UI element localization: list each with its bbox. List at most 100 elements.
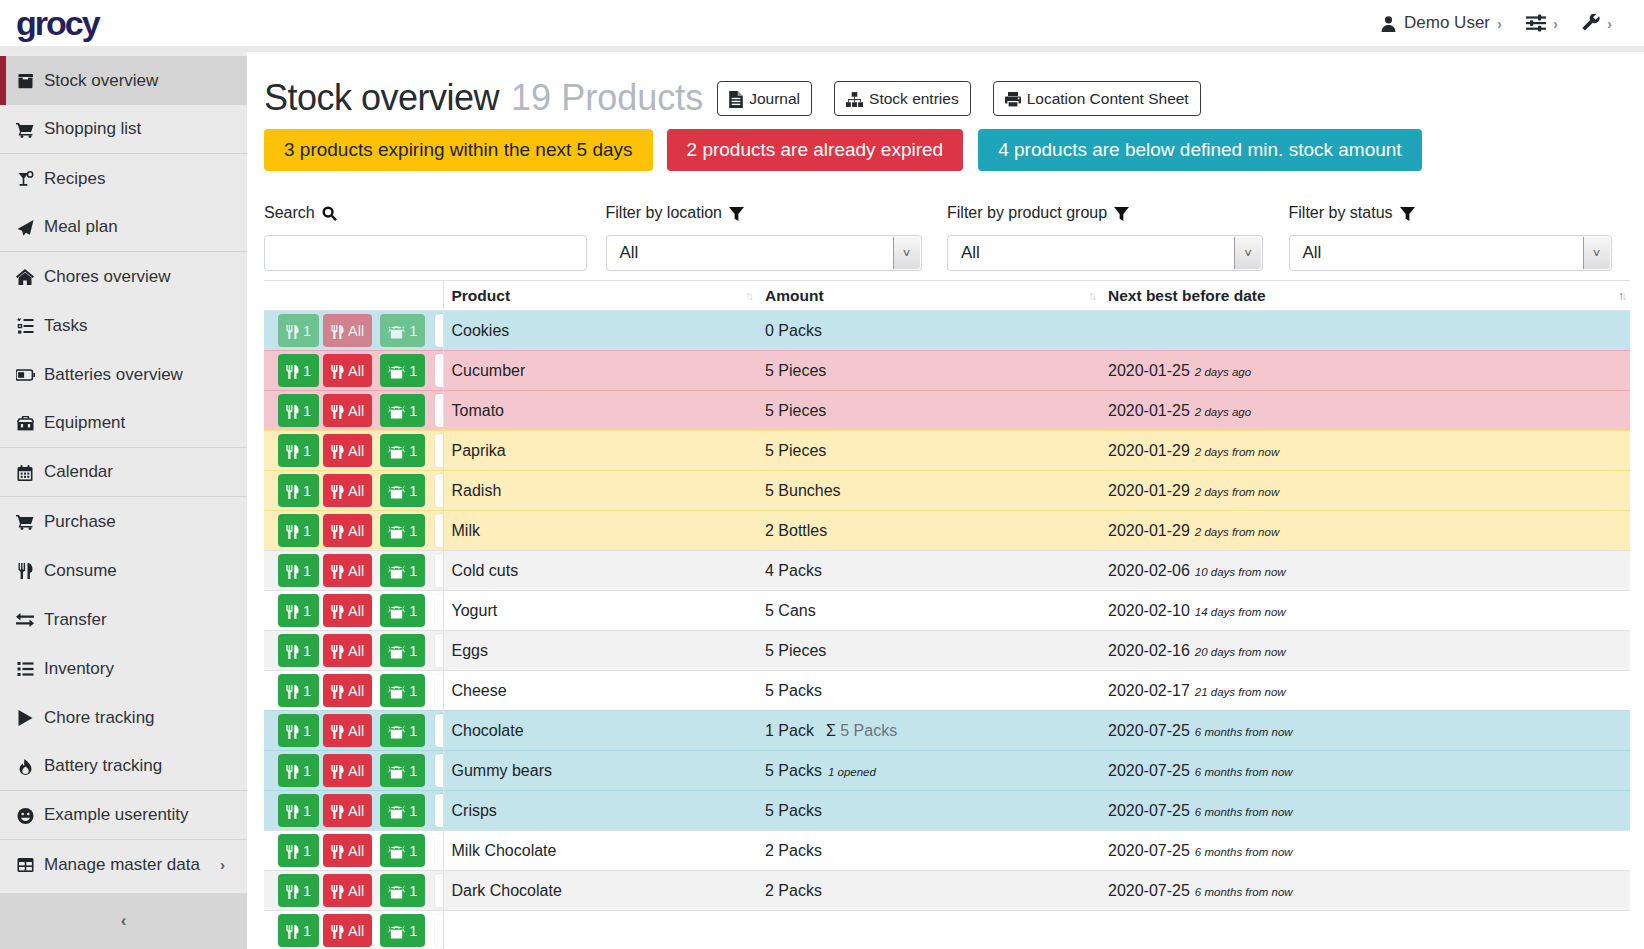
sidebar-item-batteries-overview[interactable]: Batteries overview [0, 350, 247, 399]
open-one-button[interactable]: 1 [380, 634, 425, 667]
alert-info[interactable]: 4 products are below defined min. stock … [978, 129, 1421, 171]
open-one-button[interactable]: 1 [380, 674, 425, 707]
user-menu[interactable]: Demo User › [1380, 13, 1502, 33]
open-one-button[interactable]: 1 [380, 754, 425, 787]
row-menu-button[interactable]: ⋮ [435, 594, 443, 627]
row-menu-button[interactable]: ⋮ [435, 874, 443, 907]
consume-one-button[interactable]: 1 [278, 354, 319, 387]
search-input[interactable] [265, 236, 586, 270]
open-one-button[interactable]: 1 [380, 394, 425, 427]
product-name[interactable]: Radish [443, 471, 757, 511]
product-name[interactable]: Eggs [443, 631, 757, 671]
consume-all-button[interactable]: All [323, 714, 372, 747]
row-menu-button[interactable]: ⋮ [435, 674, 443, 707]
sidebar-item-tasks[interactable]: Tasks [0, 301, 247, 350]
consume-one-button[interactable]: 1 [278, 554, 319, 587]
sidebar-item-purchase[interactable]: Purchase [0, 497, 247, 546]
consume-one-button[interactable]: 1 [278, 834, 319, 867]
consume-all-button[interactable]: All [323, 594, 372, 627]
open-one-button[interactable]: 1 [380, 874, 425, 907]
consume-one-button[interactable]: 1 [278, 634, 319, 667]
row-menu-button[interactable]: ⋮ [435, 914, 443, 947]
product-name[interactable] [443, 911, 757, 949]
product-name[interactable]: Yogurt [443, 591, 757, 631]
row-menu-button[interactable]: ⋮ [435, 794, 443, 827]
admin-menu[interactable]: › [1582, 14, 1612, 32]
sidebar-item-recipes[interactable]: Recipes [0, 154, 247, 203]
row-menu-button[interactable]: ⋮ [435, 354, 443, 387]
row-menu-button[interactable]: ⋮ [435, 634, 443, 667]
sidebar-item-example-userentity[interactable]: Example userentity [0, 791, 247, 840]
column-product[interactable]: Product↑↓ [443, 281, 757, 311]
sidebar-item-consume[interactable]: Consume [0, 546, 247, 595]
sidebar-item-battery-tracking[interactable]: Battery tracking [0, 742, 247, 791]
consume-all-button[interactable]: All [323, 554, 372, 587]
consume-one-button[interactable]: 1 [278, 874, 319, 907]
open-one-button[interactable]: 1 [380, 594, 425, 627]
consume-all-button[interactable]: All [323, 874, 372, 907]
consume-all-button[interactable]: All [323, 514, 372, 547]
open-one-button[interactable]: 1 [380, 314, 425, 347]
consume-all-button[interactable]: All [323, 474, 372, 507]
product-name[interactable]: Crisps [443, 791, 757, 831]
consume-all-button[interactable]: All [323, 434, 372, 467]
open-one-button[interactable]: 1 [380, 714, 425, 747]
open-one-button[interactable]: 1 [380, 834, 425, 867]
row-menu-button[interactable]: ⋮ [435, 434, 443, 467]
row-menu-button[interactable]: ⋮ [435, 394, 443, 427]
product-name[interactable]: Cucumber [443, 351, 757, 391]
open-one-button[interactable]: 1 [380, 514, 425, 547]
consume-all-button[interactable]: All [323, 394, 372, 427]
consume-one-button[interactable]: 1 [278, 754, 319, 787]
column-amount[interactable]: Amount↑↓ [757, 281, 1100, 311]
consume-all-button[interactable]: All [323, 754, 372, 787]
open-one-button[interactable]: 1 [380, 354, 425, 387]
product-name[interactable]: Cookies [443, 311, 757, 351]
journal-button[interactable]: Journal [717, 81, 812, 115]
consume-all-button[interactable]: All [323, 914, 372, 947]
row-menu-button[interactable]: ⋮ [435, 834, 443, 867]
product-name[interactable]: Milk [443, 511, 757, 551]
consume-all-button[interactable]: All [323, 314, 372, 347]
consume-one-button[interactable]: 1 [278, 434, 319, 467]
consume-one-button[interactable]: 1 [278, 514, 319, 547]
row-menu-button[interactable]: ⋮ [435, 554, 443, 587]
sidebar-item-inventory[interactable]: Inventory [0, 644, 247, 693]
consume-all-button[interactable]: All [323, 634, 372, 667]
consume-one-button[interactable]: 1 [278, 474, 319, 507]
status-select[interactable]: All˅ [1289, 235, 1612, 271]
alert-danger[interactable]: 2 products are already expired [667, 129, 964, 171]
open-one-button[interactable]: 1 [380, 914, 425, 947]
product-name[interactable]: Paprika [443, 431, 757, 471]
sidebar-item-manage-master-data[interactable]: Manage master data› [0, 840, 247, 889]
consume-all-button[interactable]: All [323, 674, 372, 707]
sidebar-item-transfer[interactable]: Transfer [0, 595, 247, 644]
consume-one-button[interactable]: 1 [278, 714, 319, 747]
product-group-select[interactable]: All˅ [947, 235, 1263, 271]
open-one-button[interactable]: 1 [380, 434, 425, 467]
row-menu-button[interactable]: ⋮ [435, 314, 443, 347]
product-name[interactable]: Dark Chocolate [443, 871, 757, 911]
location-select[interactable]: All˅ [606, 235, 922, 271]
row-menu-button[interactable]: ⋮ [435, 474, 443, 507]
consume-one-button[interactable]: 1 [278, 314, 319, 347]
open-one-button[interactable]: 1 [380, 474, 425, 507]
consume-one-button[interactable]: 1 [278, 794, 319, 827]
sidebar-collapse-button[interactable]: ‹ [0, 893, 247, 949]
stock-entries-button[interactable]: Stock entries [834, 81, 971, 115]
consume-one-button[interactable]: 1 [278, 394, 319, 427]
consume-all-button[interactable]: All [323, 794, 372, 827]
sidebar-item-calendar[interactable]: Calendar [0, 448, 247, 497]
sidebar-item-chore-tracking[interactable]: Chore tracking [0, 693, 247, 742]
consume-all-button[interactable]: All [323, 354, 372, 387]
sidebar-item-equipment[interactable]: Equipment [0, 399, 247, 448]
location-content-sheet-button[interactable]: Location Content Sheet [993, 81, 1201, 115]
consume-one-button[interactable]: 1 [278, 914, 319, 947]
product-name[interactable]: Gummy bears [443, 751, 757, 791]
sidebar-item-meal-plan[interactable]: Meal plan [0, 203, 247, 252]
consume-one-button[interactable]: 1 [278, 674, 319, 707]
grocy-logo[interactable]: grocy [16, 0, 99, 46]
open-one-button[interactable]: 1 [380, 794, 425, 827]
settings-menu[interactable]: › [1526, 14, 1558, 32]
row-menu-button[interactable]: ⋮ [435, 754, 443, 787]
